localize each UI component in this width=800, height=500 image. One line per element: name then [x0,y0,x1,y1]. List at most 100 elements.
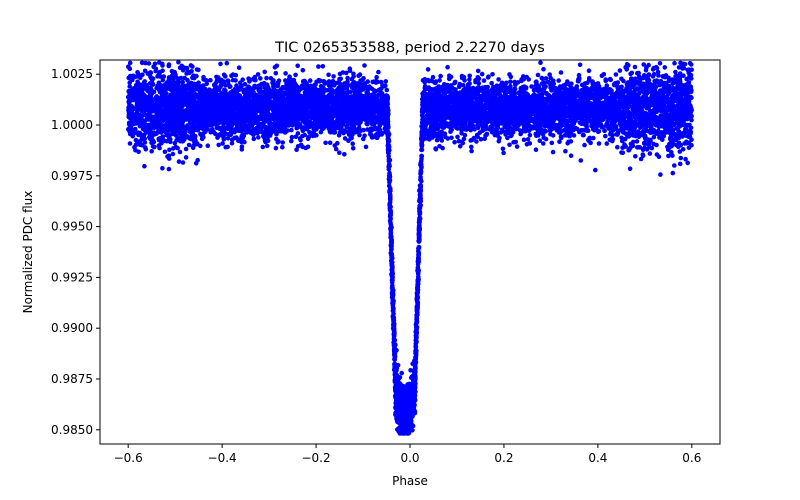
data-point [218,61,223,67]
data-point [161,74,167,79]
data-point [525,137,531,142]
data-point [685,160,690,166]
data-point [342,136,348,141]
data-point [505,135,510,141]
data-point [413,341,419,347]
data-point [376,69,381,75]
data-point [339,125,344,131]
data-point [637,75,642,80]
data-point [233,78,238,83]
data-point [521,137,527,143]
data-point [483,133,488,138]
data-point [337,71,343,77]
data-point [529,84,534,89]
data-point [417,209,423,215]
data-point [638,156,644,162]
data-point [322,80,328,86]
data-point [677,161,683,167]
data-point [186,81,192,87]
data-point [425,67,431,72]
data-points [125,59,694,436]
data-point [287,74,292,79]
data-point [496,77,501,82]
data-point [295,131,301,136]
data-point [300,67,306,73]
data-point [255,72,261,77]
data-point [455,91,460,97]
data-point [350,141,356,146]
data-point [205,143,211,148]
data-point [127,141,133,146]
data-point [613,72,619,77]
data-point [670,170,676,176]
data-point [177,149,183,155]
data-point [632,64,638,70]
data-point [636,144,642,150]
data-point [479,71,485,77]
data-point [608,77,613,83]
data-point [276,78,282,83]
data-point [633,154,638,159]
data-point [362,133,367,138]
data-point [170,151,176,157]
data-point [180,83,185,89]
data-point [418,177,423,182]
data-point [142,145,148,150]
data-point [596,141,602,146]
data-point [289,127,294,133]
data-point [230,72,236,77]
data-point [557,139,562,144]
data-point [264,75,269,81]
data-point [527,132,533,138]
data-point [275,83,281,89]
data-point [273,145,279,151]
data-point [176,159,182,164]
data-point [190,64,195,69]
data-point [413,337,419,343]
data-point [577,62,583,68]
data-point [176,59,181,65]
data-point [327,140,333,145]
data-point [127,60,133,66]
data-point [390,266,395,272]
data-point [419,153,424,159]
data-point [387,177,392,182]
data-point [681,73,686,78]
data-point [389,251,394,256]
data-point [142,163,147,169]
data-point [683,156,688,162]
data-point [384,87,390,93]
data-point [646,72,652,77]
data-point [438,73,443,79]
data-point [651,141,656,147]
data-point [336,80,342,85]
data-point [660,137,665,142]
data-point [326,72,331,78]
data-point [166,63,172,69]
data-point [162,149,168,155]
data-point [538,60,543,65]
data-point [388,230,394,236]
data-point [635,70,640,76]
data-point [324,88,330,93]
data-point [392,356,397,362]
data-point [251,136,257,142]
data-point [387,173,392,178]
data-point [240,77,245,82]
data-point [344,70,349,76]
data-point [455,134,460,140]
data-point [533,147,539,152]
data-point [419,147,425,152]
data-point [387,200,393,205]
data-point [676,65,682,70]
data-point [392,351,398,357]
data-point [627,166,633,171]
data-point [143,60,148,66]
data-point [629,70,635,76]
data-point [390,298,396,304]
data-point [684,122,690,128]
data-point [489,80,495,86]
chart-title: TIC 0265353588, period 2.2270 days [274,40,545,56]
data-point [501,150,506,156]
